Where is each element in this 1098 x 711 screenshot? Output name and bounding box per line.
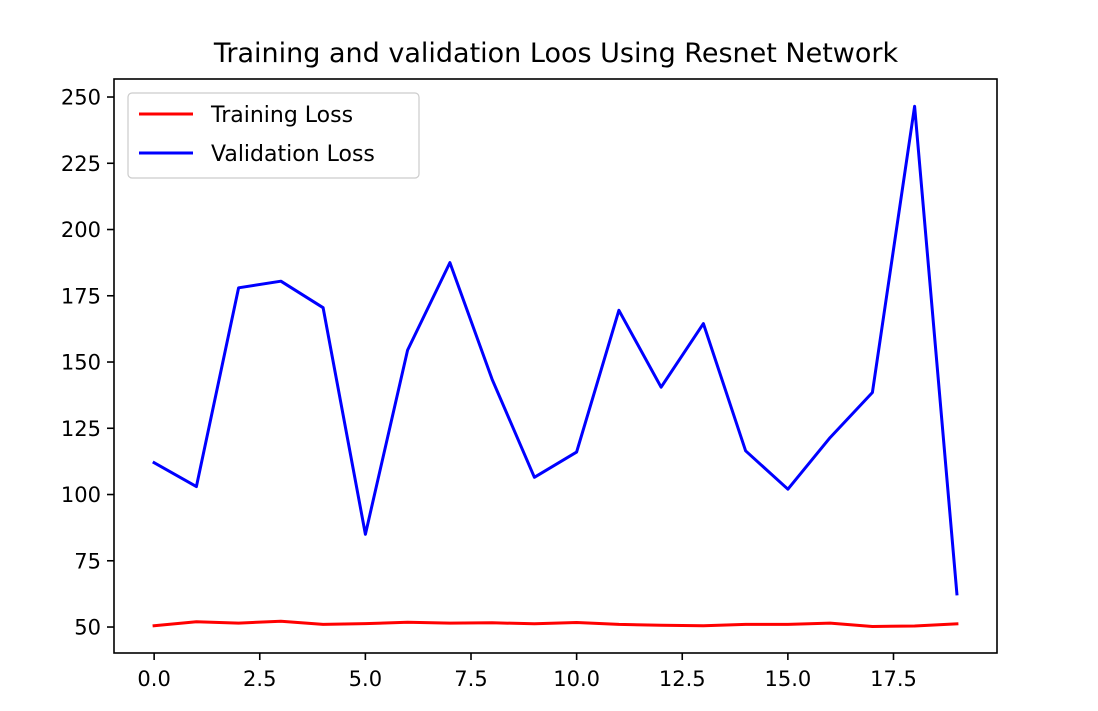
y-tick-label: 125 bbox=[61, 417, 101, 441]
plot-frame bbox=[113, 78, 998, 654]
legend-box bbox=[127, 92, 420, 179]
series-line-training-loss bbox=[152, 619, 959, 628]
legend-label-training-loss: Training Loss bbox=[210, 103, 353, 128]
series-line-validation-loss bbox=[152, 104, 959, 596]
x-tick-label: 10.0 bbox=[553, 667, 600, 691]
series-layer bbox=[152, 104, 959, 628]
y-tick-label: 200 bbox=[61, 218, 101, 242]
y-tick-label: 75 bbox=[74, 549, 101, 573]
x-axis: 0.0 2.5 5.0 7.5 10.0 12.5 15.0 17.5 bbox=[137, 653, 917, 691]
x-tick-label: 5.0 bbox=[349, 667, 382, 691]
x-tick-label: 2.5 bbox=[243, 667, 276, 691]
chart-title: Training and validation Loos Using Resne… bbox=[213, 38, 899, 69]
y-tick-label: 175 bbox=[61, 284, 101, 308]
y-tick-label: 50 bbox=[74, 616, 101, 640]
x-tick-label: 0.0 bbox=[137, 667, 170, 691]
x-tick-label: 7.5 bbox=[454, 667, 487, 691]
y-tick-label: 100 bbox=[61, 483, 101, 507]
legend-label-validation-loss: Validation Loss bbox=[211, 142, 375, 167]
x-tick-label: 17.5 bbox=[870, 667, 917, 691]
y-tick-label: 225 bbox=[61, 152, 101, 176]
legend: Training Loss Validation Loss bbox=[127, 92, 420, 179]
x-tick-label: 15.0 bbox=[764, 667, 811, 691]
y-axis: 50 75 100 125 150 175 200 225 250 bbox=[61, 86, 114, 640]
y-tick-label: 250 bbox=[61, 86, 101, 110]
x-tick-label: 12.5 bbox=[659, 667, 706, 691]
y-tick-label: 150 bbox=[61, 351, 101, 375]
